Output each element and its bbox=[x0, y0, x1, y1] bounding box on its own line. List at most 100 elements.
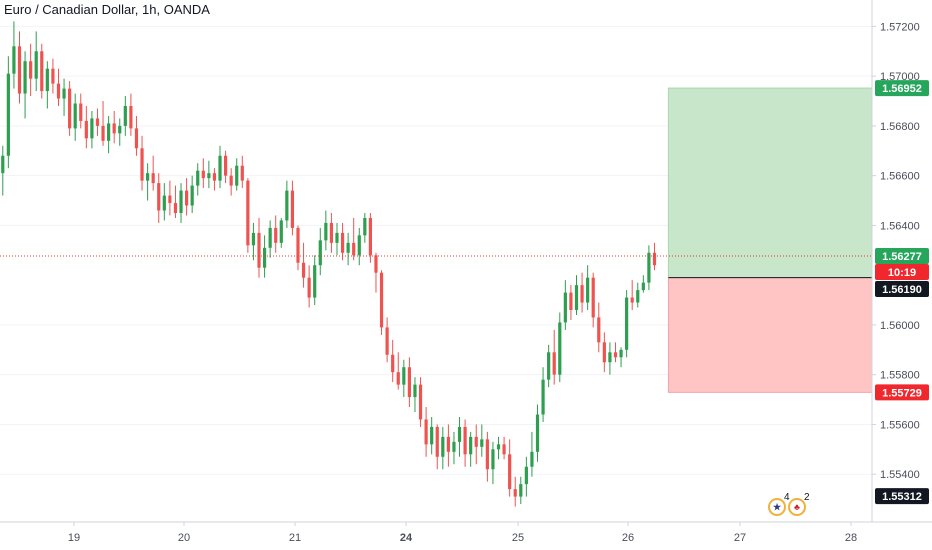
candle-body bbox=[29, 61, 33, 79]
candle-body bbox=[17, 46, 22, 94]
candle-body bbox=[446, 436, 450, 452]
candle-body bbox=[118, 125, 122, 134]
economic-events[interactable]: ★ 4 ♣ 2 bbox=[766, 492, 814, 520]
candle bbox=[630, 280, 634, 310]
candle-body bbox=[45, 68, 49, 92]
candle-body bbox=[513, 489, 517, 497]
stop-price-badge-text: 1.55729 bbox=[882, 387, 922, 399]
candle-body bbox=[279, 220, 283, 243]
candle bbox=[290, 180, 295, 236]
low-price-badge: 1.55312 bbox=[875, 488, 929, 505]
candle-body bbox=[207, 173, 211, 179]
candle-body bbox=[558, 322, 562, 375]
candle bbox=[201, 158, 205, 189]
price-tick-label: 1.55400 bbox=[880, 469, 920, 481]
candle-body bbox=[602, 342, 606, 363]
candle bbox=[129, 93, 133, 136]
target-price-badge-text: 1.56952 bbox=[882, 83, 922, 95]
candle-body bbox=[469, 436, 473, 455]
candle bbox=[274, 215, 278, 253]
candle bbox=[352, 217, 356, 261]
candle bbox=[285, 180, 289, 228]
candle-body bbox=[12, 46, 16, 74]
candle-body bbox=[613, 352, 618, 358]
target-zone[interactable] bbox=[667, 87, 903, 279]
low-price-badge-box bbox=[875, 488, 929, 505]
candle-body bbox=[251, 232, 256, 246]
candle-body bbox=[240, 165, 244, 181]
candle bbox=[268, 220, 272, 258]
candle bbox=[151, 155, 155, 191]
candle bbox=[157, 173, 161, 223]
candle-body bbox=[290, 190, 295, 228]
stop-price-badge: 1.55729 bbox=[875, 384, 929, 401]
us-flag-icon[interactable]: ★ bbox=[768, 498, 786, 516]
candle bbox=[441, 426, 445, 470]
price-tick-label: 1.55600 bbox=[880, 419, 920, 431]
candle bbox=[112, 110, 116, 144]
candle bbox=[558, 312, 562, 383]
candle bbox=[296, 225, 300, 271]
candle-body bbox=[457, 426, 462, 442]
time-tick-label: 24 bbox=[400, 532, 413, 544]
candle-body bbox=[357, 235, 361, 256]
candle-body bbox=[296, 227, 300, 263]
candle bbox=[23, 51, 27, 119]
candle bbox=[79, 93, 83, 129]
candle bbox=[574, 275, 579, 315]
candle bbox=[118, 118, 122, 146]
candle-body bbox=[385, 327, 389, 355]
candle bbox=[134, 115, 139, 156]
symbol-title[interactable]: Euro / Canadian Dollar, 1h, OANDA bbox=[4, 2, 210, 17]
candle bbox=[457, 416, 462, 457]
candle-body bbox=[413, 384, 417, 398]
candle bbox=[563, 280, 567, 330]
candle bbox=[552, 329, 556, 385]
candle-body bbox=[229, 175, 233, 186]
candle bbox=[235, 158, 239, 191]
candle bbox=[496, 436, 501, 460]
candle-body bbox=[196, 170, 200, 186]
candle-body bbox=[346, 242, 350, 253]
candle-body bbox=[235, 165, 239, 186]
candle bbox=[480, 424, 484, 457]
candle-body bbox=[625, 297, 629, 350]
candle bbox=[346, 232, 350, 266]
candle bbox=[357, 227, 361, 266]
time-tick-label: 27 bbox=[734, 532, 746, 544]
candle-body bbox=[496, 444, 501, 450]
candle-body bbox=[407, 367, 411, 398]
candle bbox=[463, 419, 467, 467]
candle bbox=[313, 255, 317, 306]
candle-body bbox=[597, 317, 601, 343]
candle-body bbox=[652, 252, 657, 266]
candle bbox=[641, 275, 645, 293]
candle bbox=[12, 21, 16, 89]
candle bbox=[45, 61, 49, 109]
candle-body bbox=[418, 384, 423, 420]
current-price-badge-text: 1.56277 bbox=[882, 251, 922, 263]
candle bbox=[51, 58, 55, 94]
candle bbox=[6, 56, 10, 169]
canada-flag-icon[interactable]: ♣ bbox=[788, 498, 806, 516]
candle bbox=[207, 160, 211, 189]
candle bbox=[168, 180, 172, 216]
candle-body bbox=[107, 123, 111, 141]
candle-body bbox=[363, 217, 367, 236]
candle-body bbox=[173, 203, 178, 213]
position-zones[interactable] bbox=[667, 87, 903, 393]
candle-body bbox=[535, 414, 540, 452]
candle-body bbox=[580, 285, 584, 303]
candle bbox=[363, 212, 367, 243]
price-tick-label: 1.56400 bbox=[880, 220, 920, 232]
candle bbox=[223, 150, 228, 184]
stop-zone[interactable] bbox=[667, 277, 903, 393]
candle bbox=[246, 178, 250, 253]
candle-body bbox=[313, 265, 317, 298]
candle bbox=[240, 155, 244, 189]
time-axis[interactable]: 19 20 21 24 25 26 27 28 bbox=[0, 521, 932, 550]
candle-body bbox=[1, 155, 5, 174]
candle bbox=[547, 344, 551, 388]
candle bbox=[636, 282, 640, 308]
